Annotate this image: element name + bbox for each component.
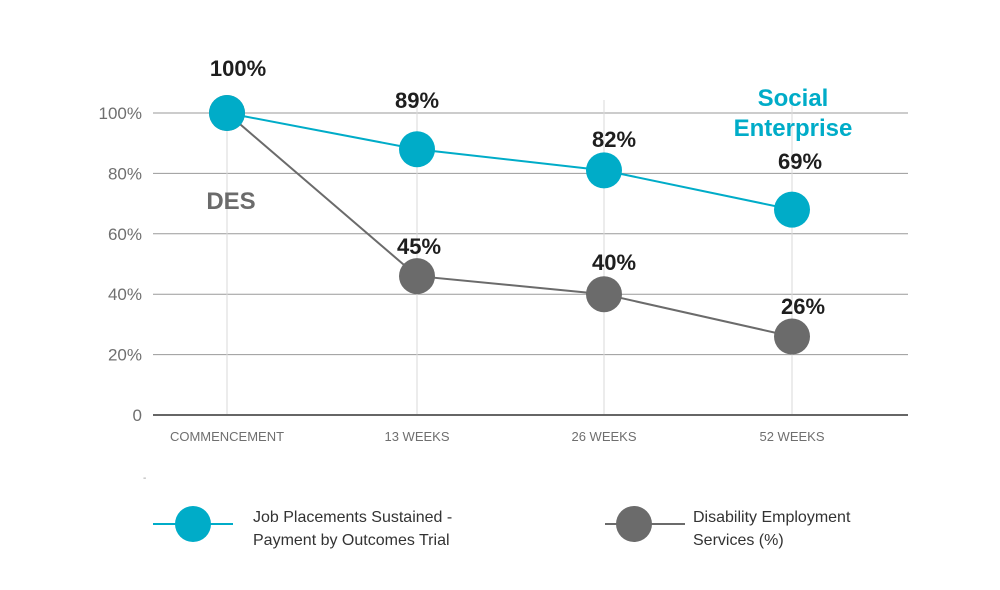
legend-label-se: Job Placements Sustained - [253, 509, 452, 526]
data-label-se: 69% [778, 149, 822, 174]
data-label-se: 100% [210, 56, 266, 81]
point-se [586, 152, 622, 189]
data-label-se: 82% [592, 127, 636, 152]
series-lines [226, 112, 793, 338]
legend-label-des: Services (%) [693, 532, 784, 549]
x-axis-tick-labels: COMMENCEMENT 13 WEEKS 26 WEEKS 52 WEEKS [170, 429, 825, 444]
x-tick-label: 13 WEEKS [384, 429, 449, 444]
y-tick-label: 20% [108, 346, 142, 365]
x-tick-label: 26 WEEKS [571, 429, 636, 444]
legend-marker-se [175, 506, 211, 542]
y-axis-tick-labels: 0 20% 40% 60% 80% 100% [99, 104, 142, 425]
y-tick-label: 40% [108, 285, 142, 304]
data-label-se: 89% [395, 88, 439, 113]
x-tick-label: 52 WEEKS [759, 429, 824, 444]
y-tick-label: 0 [133, 406, 142, 425]
legend-marker-des [616, 506, 652, 542]
series-points [209, 95, 810, 355]
legend: Job Placements Sustained - Payment by Out… [153, 506, 851, 549]
series-tag-se: Enterprise [734, 115, 853, 142]
data-label-des: 40% [592, 250, 636, 275]
series-tag-se: Social [758, 85, 829, 112]
y-tick-label: 60% [108, 225, 142, 244]
point-se [209, 95, 245, 131]
y-tick-label: 100% [99, 104, 142, 123]
gridlines [153, 112, 908, 356]
point-se [399, 131, 435, 168]
category-guidelines [226, 100, 793, 415]
series-tag-des: DES [206, 188, 255, 215]
data-labels: 100% 89% 82% 69% 45% 40% 26% [210, 56, 825, 319]
point-se [774, 191, 810, 228]
point-des [774, 318, 810, 355]
series-tags: Social Enterprise DES [206, 85, 852, 215]
x-tick-label: COMMENCEMENT [170, 429, 284, 444]
series-line-des [226, 112, 793, 338]
series-line-se [226, 112, 793, 211]
point-des [586, 276, 622, 313]
data-label-des: 26% [781, 294, 825, 319]
y-tick-label: 80% [108, 164, 142, 183]
stray-mark: - [143, 473, 146, 484]
legend-label-se: Payment by Outcomes Trial [253, 532, 450, 549]
data-label-des: 45% [397, 234, 441, 259]
legend-label-des: Disability Employment [693, 509, 851, 526]
point-des [399, 258, 435, 295]
